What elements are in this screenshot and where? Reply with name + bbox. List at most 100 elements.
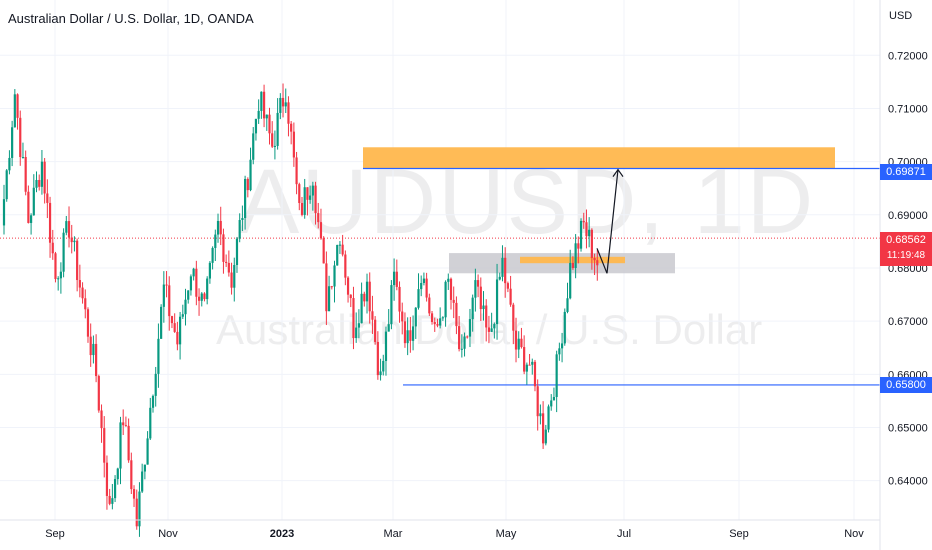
candle-body[interactable] [279, 97, 282, 113]
candle-body[interactable] [593, 258, 596, 261]
candle-body[interactable] [395, 271, 398, 287]
candle-body[interactable] [468, 319, 472, 337]
candle-body[interactable] [384, 331, 388, 361]
candle-body[interactable] [542, 413, 545, 444]
candle-body[interactable] [89, 336, 92, 356]
candle-body[interactable] [208, 262, 211, 279]
candle-body[interactable] [493, 324, 496, 329]
candle-body[interactable] [582, 220, 585, 223]
candle-body[interactable] [211, 247, 214, 263]
candle-body[interactable] [97, 376, 100, 411]
candle-body[interactable] [463, 336, 466, 349]
candle-body[interactable] [241, 217, 244, 220]
candle-body[interactable] [585, 222, 588, 237]
candle-body[interactable] [127, 425, 130, 461]
candle-body[interactable] [333, 265, 336, 287]
candle-body[interactable] [387, 324, 390, 332]
candle-body[interactable] [449, 278, 453, 300]
candle-body[interactable] [382, 360, 385, 372]
candle-body[interactable] [314, 185, 317, 214]
candle-body[interactable] [284, 102, 287, 107]
candle-body[interactable] [479, 286, 482, 310]
candle-body[interactable] [430, 313, 434, 322]
candle-body[interactable] [76, 240, 79, 281]
candle-body[interactable] [390, 285, 393, 325]
candle-body[interactable] [523, 347, 526, 372]
candle-body[interactable] [352, 298, 355, 339]
candle-body[interactable] [233, 264, 236, 288]
candle-body[interactable] [455, 302, 458, 327]
candle-body[interactable] [341, 244, 344, 255]
candle-body[interactable] [588, 229, 591, 237]
candle-body[interactable] [168, 285, 171, 317]
candle-body[interactable] [225, 261, 228, 263]
candle-body[interactable] [309, 195, 312, 200]
candle-body[interactable] [160, 306, 163, 339]
candle-body[interactable] [368, 281, 371, 312]
candle-body[interactable] [558, 348, 561, 355]
candle-body[interactable] [501, 257, 504, 277]
candle-body[interactable] [281, 97, 285, 107]
candle-body[interactable] [528, 364, 531, 366]
projection-path[interactable] [596, 169, 619, 274]
candle-body[interactable] [103, 428, 106, 463]
candle-body[interactable] [317, 213, 320, 223]
candle-body[interactable] [365, 281, 369, 302]
candle-body[interactable] [214, 234, 217, 248]
candle-body[interactable] [113, 479, 117, 499]
candle-body[interactable] [173, 323, 176, 332]
candle-body[interactable] [379, 371, 382, 376]
candle-body[interactable] [398, 286, 401, 312]
candle-body[interactable] [67, 221, 71, 238]
candle-body[interactable] [24, 156, 27, 192]
candle-body[interactable] [54, 253, 57, 280]
candle-body[interactable] [298, 184, 301, 204]
candle-body[interactable] [230, 272, 233, 288]
candle-body[interactable] [176, 331, 179, 345]
candle-body[interactable] [268, 114, 271, 134]
candle-body[interactable] [78, 280, 81, 288]
candle-body[interactable] [13, 94, 16, 128]
candle-body[interactable] [35, 180, 38, 188]
candle-body[interactable] [178, 316, 182, 345]
candle-body[interactable] [130, 460, 133, 490]
candle-body[interactable] [471, 297, 474, 320]
candle-body[interactable] [262, 91, 266, 119]
candle-body[interactable] [206, 278, 209, 300]
candle-body[interactable] [574, 243, 577, 268]
candle-body[interactable] [401, 311, 404, 322]
candle-body[interactable] [476, 280, 480, 287]
candle-body[interactable] [552, 397, 556, 401]
symbol-title[interactable]: Australian Dollar / U.S. Dollar, 1D, OAN… [8, 11, 254, 26]
candle-body[interactable] [170, 316, 174, 324]
candle-body[interactable] [393, 271, 396, 286]
candle-body[interactable] [265, 114, 268, 119]
candle-body[interactable] [447, 278, 450, 282]
candle-body[interactable] [189, 276, 193, 291]
candle-body[interactable] [81, 287, 84, 299]
candle-body[interactable] [428, 297, 431, 314]
zone-rectangle[interactable] [363, 147, 835, 169]
candle-body[interactable] [514, 330, 518, 350]
candle-body[interactable] [327, 286, 331, 312]
candle-body[interactable] [544, 429, 547, 444]
candle-body[interactable] [566, 298, 569, 312]
candle-body[interactable] [59, 271, 62, 279]
candle-body[interactable] [254, 118, 258, 134]
candle-body[interactable] [525, 364, 528, 372]
candle-body[interactable] [203, 293, 206, 300]
candle-body[interactable] [46, 193, 49, 203]
candle-body[interactable] [290, 123, 293, 132]
candle-body[interactable] [276, 112, 279, 146]
candle-body[interactable] [292, 131, 295, 158]
candle-body[interactable] [504, 257, 507, 284]
candle-body[interactable] [411, 326, 415, 341]
candle-body[interactable] [11, 127, 14, 158]
candle-body[interactable] [474, 280, 477, 298]
candle-body[interactable] [490, 328, 493, 332]
candle-body[interactable] [485, 305, 488, 328]
candle-body[interactable] [135, 498, 138, 527]
candle-body[interactable] [349, 294, 352, 299]
candle-body[interactable] [43, 161, 46, 194]
